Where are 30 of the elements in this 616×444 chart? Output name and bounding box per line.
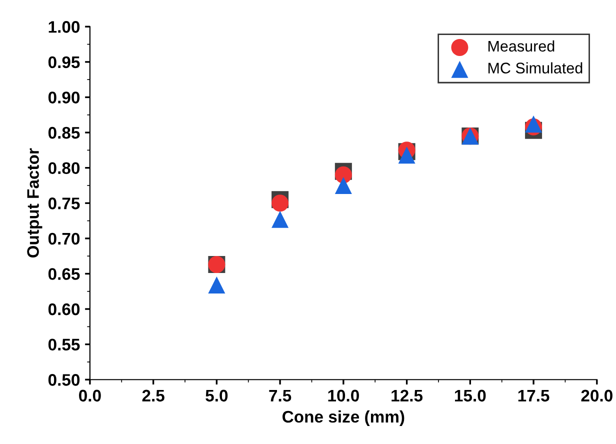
point bbox=[272, 194, 289, 212]
x-tick-label: 17.5 bbox=[518, 390, 550, 402]
y-tick-label: 0.95 bbox=[48, 56, 80, 68]
x-tick-label: 5.0 bbox=[206, 390, 228, 402]
y-axis-title: Output Factor bbox=[27, 148, 42, 258]
legend-label: Measured bbox=[488, 40, 554, 52]
y-tick-label: 0.85 bbox=[48, 126, 80, 139]
x-tick-label: 12.5 bbox=[392, 390, 423, 402]
x-axis-title: Cone size (mm) bbox=[282, 410, 404, 426]
y-tick-label: 0.50 bbox=[48, 374, 80, 386]
point bbox=[208, 276, 226, 294]
y-tick-label: 0.65 bbox=[48, 268, 80, 280]
point bbox=[272, 210, 289, 228]
y-tick-label: 0.80 bbox=[48, 162, 80, 174]
x-tick-label: 20.0 bbox=[581, 390, 612, 402]
y-tick-label: 1.00 bbox=[48, 21, 80, 33]
y-tick-label: 0.70 bbox=[48, 232, 80, 245]
y-tick-label: 0.60 bbox=[48, 303, 80, 316]
point bbox=[334, 166, 352, 184]
point bbox=[398, 146, 416, 164]
x-tick-label: 10.0 bbox=[328, 390, 359, 402]
y-tick-label: 0.55 bbox=[48, 338, 80, 351]
point bbox=[334, 176, 352, 194]
x-tick-label: 0.0 bbox=[79, 390, 101, 402]
y-tick-label: 0.75 bbox=[48, 198, 80, 210]
x-tick-label: 2.5 bbox=[142, 390, 164, 402]
legend-label: MC Simulated bbox=[488, 62, 582, 74]
x-tick-label: 15.0 bbox=[454, 390, 486, 402]
y-tick-label: 0.90 bbox=[48, 92, 80, 104]
x-tick-label: 7.5 bbox=[269, 390, 292, 402]
